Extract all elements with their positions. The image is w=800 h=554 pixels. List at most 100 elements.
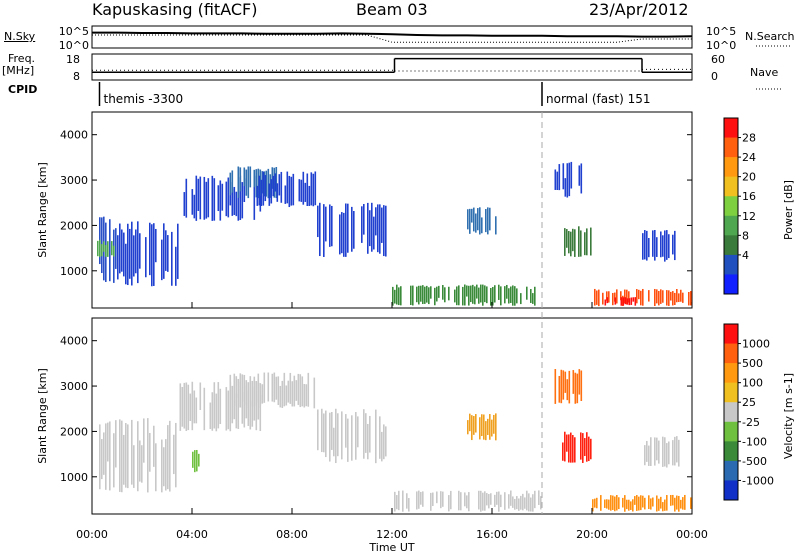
heatmap-cell [103,241,105,252]
heatmap-cell [624,289,626,303]
heatmap-cell [123,232,125,277]
heatmap-cell [648,495,650,510]
heatmap-cell [331,412,333,450]
heatmap-cell [656,495,658,512]
heatmap-cell [462,286,464,306]
heatmap-cell [656,237,658,257]
heatmap-cell [229,381,232,432]
heatmap-cell [580,432,582,460]
heatmap-cell [568,231,570,254]
noise-right-tick-top: 10^5 [706,25,736,38]
heatmap-cell [475,414,477,433]
heatmap-cell [580,370,583,401]
heatmap-cell [369,415,371,453]
heatmap-cell [195,175,198,221]
heatmap-cell [510,490,512,506]
heatmap-cell [498,284,500,300]
heatmap-cell [672,440,674,466]
heatmap-cell [301,376,304,407]
heatmap-cell [115,420,117,468]
colorbar-segment [724,382,738,403]
noise-left-label: N.Sky [4,30,36,43]
heatmap-cell [205,181,208,219]
heatmap-cell [520,495,522,510]
heatmap-cell [267,168,270,199]
heatmap-cell [586,432,588,462]
heatmap-cell [606,291,608,301]
heatmap-cell [302,171,305,205]
heatmap-cell [540,496,542,510]
heatmap-cell [660,231,662,258]
heatmap-cell [229,172,232,196]
heatmap-cell [590,438,592,460]
heatmap-cell [628,499,630,511]
heatmap-cell [624,297,627,305]
heatmap-cell [235,376,238,399]
heatmap-cell [197,178,200,211]
heatmap-cell [297,373,300,405]
heatmap-cell [672,291,674,306]
heatmap-cell [149,222,151,276]
power-ylabel: Slant Range [km] [36,162,49,258]
heatmap-cell [596,497,598,509]
heatmap-cell [662,290,664,303]
heatmap-cell [584,438,586,457]
heatmap-cell [227,390,230,430]
heatmap-cell [235,393,238,429]
heatmap-cell [672,234,674,255]
heatmap-cell [365,413,367,453]
heatmap-cell [652,497,654,507]
heatmap-cell [484,491,486,511]
heatmap-cell [151,224,153,287]
heatmap-cell [652,230,654,257]
heatmap-cell [438,285,440,298]
heatmap-cell [428,287,430,305]
heatmap-cell [690,497,692,509]
heatmap-cell [664,437,666,467]
heatmap-cell [426,285,428,303]
heatmap-cell [307,372,310,407]
heatmap-cell [434,287,436,306]
heatmap-cell [468,285,470,306]
heatmap-cell [245,380,248,409]
heatmap-cell [193,194,196,219]
heatmap-cell [646,440,648,462]
heatmap-cell [121,420,123,493]
heatmap-cell [680,499,682,509]
station-title: Kapuskasing (fitACF) [92,0,258,19]
heatmap-cell [654,288,656,306]
heatmap-cell [430,492,432,511]
heatmap-cell [574,437,576,463]
heatmap-cell [620,291,622,301]
colorbar-tick-label: 28 [742,132,756,145]
heatmap-cell [612,292,614,306]
heatmap-cell [357,416,359,448]
x-tick-label: 16:00 [476,528,508,541]
heatmap-cell [165,230,167,271]
heatmap-cell [648,238,650,258]
heatmap-cell [672,494,674,506]
heatmap-cell [636,495,638,511]
heatmap-cell [640,495,642,511]
heatmap-cell [323,413,325,453]
heatmap-cell [115,228,117,269]
x-tick-label: 04:00 [176,528,208,541]
freq-left-tick-top: 18 [66,53,80,66]
heatmap-cell [606,297,609,304]
heatmap-cell [329,412,331,462]
heatmap-cell [520,293,522,305]
velocity-y-ticks: 1000 2000 3000 4000 [60,335,692,484]
y-tick-label: 3000 [60,380,88,393]
heatmap-cell [183,192,186,216]
heatmap-cell [285,385,288,406]
heatmap-cell [153,223,155,286]
heatmap-cell [274,173,277,192]
heatmap-cell [458,490,460,511]
heatmap-cell [612,495,614,510]
heatmap-cell [211,175,214,221]
heatmap-cell [249,166,252,188]
noise-traces [92,31,693,43]
heatmap-cell [610,495,612,511]
heatmap-cell [183,382,186,429]
heatmap-cell [398,490,400,511]
